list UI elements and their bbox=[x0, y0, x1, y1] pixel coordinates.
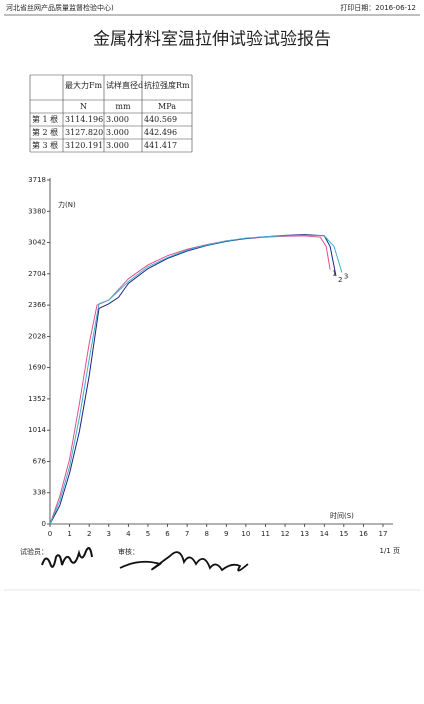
row-label: 第 1 根 bbox=[32, 114, 58, 124]
table-cell: 3.000 bbox=[106, 115, 129, 124]
x-tick-label: 16 bbox=[359, 530, 368, 538]
y-tick-label: 2366 bbox=[28, 301, 46, 309]
column-header: 抗拉强度Rm bbox=[144, 80, 190, 90]
org: 河北省丝网产品质量监督检验中心) bbox=[6, 3, 114, 12]
table-cell: 441.417 bbox=[144, 141, 177, 150]
series-label: 3 bbox=[344, 272, 348, 280]
table-cell: 3127.820 bbox=[65, 128, 103, 137]
table-cell: 3120.191 bbox=[65, 141, 103, 150]
x-tick-label: 6 bbox=[165, 530, 170, 538]
column-unit: MPa bbox=[158, 102, 176, 111]
print-date: 打印日期：2016-06-12 bbox=[340, 3, 416, 12]
column-unit: N bbox=[80, 102, 87, 111]
x-tick-label: 4 bbox=[126, 530, 131, 538]
y-tick-label: 1352 bbox=[28, 395, 46, 403]
x-tick-label: 13 bbox=[300, 530, 309, 538]
x-tick-label: 8 bbox=[204, 530, 208, 538]
reviewer-signature bbox=[119, 551, 249, 572]
x-tick-label: 17 bbox=[379, 530, 388, 538]
x-tick-label: 1 bbox=[67, 530, 71, 538]
x-tick-label: 10 bbox=[241, 530, 250, 538]
chart: 0338676101413521690202823662704304233803… bbox=[28, 176, 393, 538]
x-tick-label: 3 bbox=[107, 530, 111, 538]
y-axis-label: 力(N) bbox=[58, 200, 76, 209]
x-tick-label: 5 bbox=[146, 530, 150, 538]
page-number: 1/1 页 bbox=[380, 547, 401, 555]
x-tick-label: 0 bbox=[48, 530, 52, 538]
table-cell: 3114.196 bbox=[65, 115, 103, 124]
series-line bbox=[49, 234, 337, 525]
series-line bbox=[49, 234, 343, 525]
x-tick-label: 7 bbox=[185, 530, 189, 538]
y-tick-label: 338 bbox=[33, 489, 46, 497]
series-line bbox=[49, 235, 331, 525]
row-label: 第 2 根 bbox=[32, 127, 58, 137]
x-tick-label: 15 bbox=[339, 530, 348, 538]
y-tick-label: 2028 bbox=[28, 332, 46, 340]
x-tick-label: 11 bbox=[261, 530, 270, 538]
reviewer-label: 审核： bbox=[118, 547, 139, 556]
tester-signature bbox=[41, 547, 93, 568]
tester-label: 试验员： bbox=[20, 547, 48, 556]
y-tick-label: 1014 bbox=[28, 426, 46, 434]
y-tick-label: 3718 bbox=[28, 176, 46, 184]
series-label: 1 bbox=[332, 270, 336, 278]
y-tick-label: 3380 bbox=[28, 207, 46, 215]
column-unit: mm bbox=[115, 102, 131, 111]
x-tick-label: 9 bbox=[224, 530, 228, 538]
y-tick-label: 1690 bbox=[28, 364, 46, 372]
y-tick-label: 2704 bbox=[28, 270, 46, 278]
table-cell: 440.569 bbox=[144, 115, 177, 124]
column-header: 最大力Fm bbox=[65, 80, 103, 90]
title: 金属材料室温拉伸试验试验报告 bbox=[93, 30, 331, 50]
y-tick-label: 3042 bbox=[28, 239, 46, 247]
x-tick-label: 12 bbox=[281, 530, 290, 538]
x-tick-label: 2 bbox=[87, 530, 91, 538]
table-cell: 3.000 bbox=[106, 141, 129, 150]
x-axis-label: 时间(S) bbox=[330, 511, 354, 520]
y-tick-label: 0 bbox=[42, 520, 46, 528]
series-label: 2 bbox=[338, 276, 342, 284]
y-tick-label: 676 bbox=[33, 457, 47, 465]
row-label: 第 3 根 bbox=[32, 140, 58, 150]
x-tick-label: 14 bbox=[320, 530, 329, 538]
table-cell: 442.496 bbox=[144, 128, 177, 137]
table-cell: 3.000 bbox=[106, 128, 129, 137]
column-header: 试样直径d bbox=[106, 80, 143, 90]
